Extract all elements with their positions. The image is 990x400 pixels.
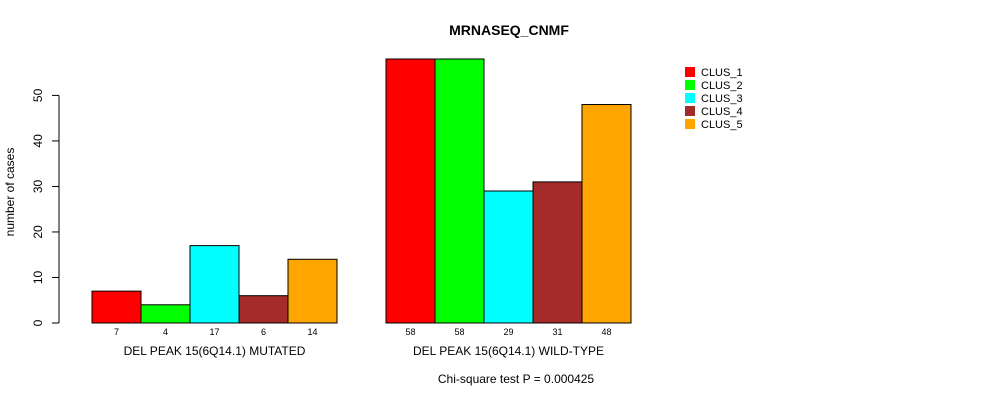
bar-value-label: 58	[405, 327, 415, 337]
group-labels: DEL PEAK 15(6Q14.1) MUTATED DEL PEAK 15(6…	[124, 344, 604, 358]
legend-swatch	[685, 119, 695, 129]
bar-value-label: 48	[601, 327, 611, 337]
bar-clus-5	[581, 104, 632, 324]
bar-value-labels: 7 4 17 6 14 58 58 29 31 48	[114, 327, 612, 337]
bar-clus-2	[434, 58, 485, 324]
bar-clus-3	[189, 245, 240, 324]
chi-square-footnote: Chi-square test P = 0.000425	[438, 372, 595, 386]
y-axis-label: number of cases	[3, 148, 17, 237]
y-tick-label: 30	[31, 179, 45, 193]
bar-value-label: 7	[114, 327, 119, 337]
y-tick-label: 40	[31, 134, 45, 148]
bar-clus-2	[140, 304, 191, 324]
bar-value-label: 6	[261, 327, 266, 337]
bar-clus-1	[91, 290, 142, 324]
bars	[91, 58, 632, 324]
bar-value-label: 17	[209, 327, 219, 337]
bar-value-label: 14	[307, 327, 317, 337]
y-axis: 0 10 20 30 40 50	[31, 88, 60, 326]
y-tick-label: 0	[31, 319, 45, 326]
bar-clus-3	[483, 190, 534, 324]
bar-value-label: 29	[503, 327, 513, 337]
legend-swatch	[685, 106, 695, 116]
bar-value-label: 31	[552, 327, 562, 337]
legend-label: CLUS_5	[701, 119, 743, 131]
bar-clus-1	[385, 58, 436, 324]
bar-clus-4	[532, 181, 583, 324]
bar-value-label: 4	[163, 327, 168, 337]
legend-swatch	[685, 80, 695, 90]
y-tick-label: 20	[31, 225, 45, 239]
bar-clus-5	[287, 258, 338, 324]
legend-label: CLUS_2	[701, 80, 743, 92]
legend-label: CLUS_1	[701, 67, 743, 79]
chart-title: MRNASEQ_CNMF	[449, 22, 569, 38]
y-tick-label: 10	[31, 270, 45, 284]
bar-value-label: 58	[454, 327, 464, 337]
bar-clus-4	[238, 295, 289, 324]
legend-swatch	[685, 93, 695, 103]
legend-swatch	[685, 67, 695, 77]
y-tick-label: 50	[31, 88, 45, 102]
legend-label: CLUS_3	[701, 93, 743, 105]
category-label: DEL PEAK 15(6Q14.1) MUTATED	[124, 344, 306, 358]
legend-label: CLUS_4	[701, 106, 743, 118]
category-label: DEL PEAK 15(6Q14.1) WILD-TYPE	[413, 344, 604, 358]
